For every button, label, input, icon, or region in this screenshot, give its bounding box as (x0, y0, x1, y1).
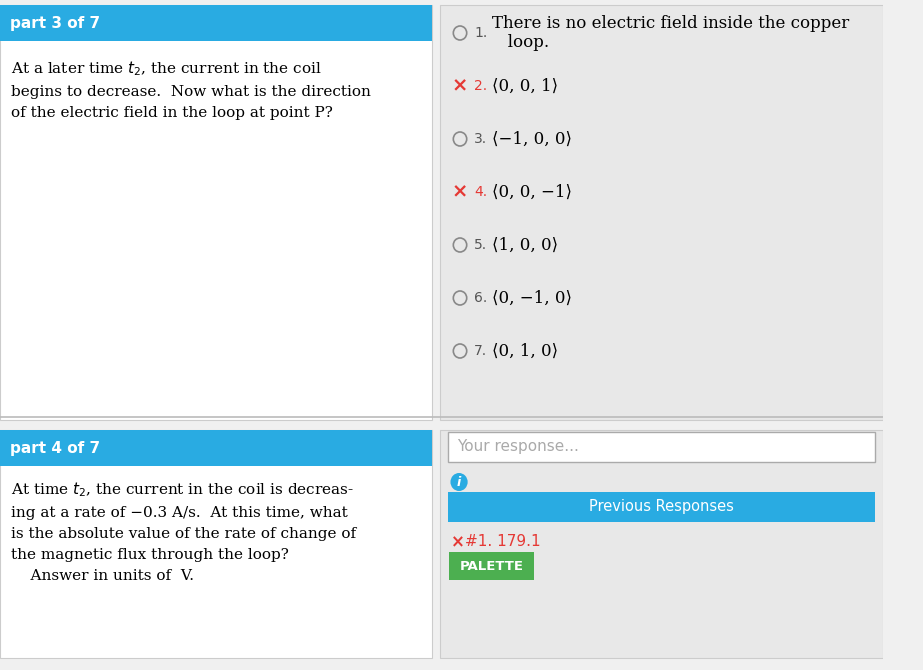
FancyBboxPatch shape (440, 5, 882, 420)
Text: ⟨0, −1, 0⟩: ⟨0, −1, 0⟩ (492, 289, 571, 306)
Text: There is no electric field inside the copper
   loop.: There is no electric field inside the co… (492, 15, 849, 52)
FancyBboxPatch shape (440, 430, 882, 658)
Text: i: i (457, 476, 462, 488)
Text: part 3 of 7: part 3 of 7 (9, 15, 100, 31)
Text: ×: × (451, 533, 465, 551)
Text: ⟨0, 1, 0⟩: ⟨0, 1, 0⟩ (492, 342, 557, 360)
Text: #1. 179.1: #1. 179.1 (465, 535, 541, 549)
Text: ×: × (452, 182, 468, 202)
Text: part 4 of 7: part 4 of 7 (9, 440, 100, 456)
Text: ⟨0, 0, 1⟩: ⟨0, 0, 1⟩ (492, 78, 557, 94)
Text: ⟨0, 0, −1⟩: ⟨0, 0, −1⟩ (492, 184, 571, 200)
FancyBboxPatch shape (0, 5, 432, 420)
Text: 7.: 7. (474, 344, 487, 358)
Text: At time $t_2$, the current in the coil is decreas-
ing at a rate of −0.3 A/s.  A: At time $t_2$, the current in the coil i… (11, 480, 356, 584)
Text: At a later time $t_2$, the current in the coil
begins to decrease.  Now what is : At a later time $t_2$, the current in th… (11, 59, 371, 120)
Circle shape (450, 473, 468, 491)
FancyBboxPatch shape (448, 492, 875, 522)
Text: ⟨1, 0, 0⟩: ⟨1, 0, 0⟩ (492, 237, 557, 253)
Text: 6.: 6. (474, 291, 487, 305)
Text: PALETTE: PALETTE (460, 559, 523, 572)
Text: Your response...: Your response... (457, 440, 579, 454)
FancyBboxPatch shape (448, 432, 875, 462)
Text: 3.: 3. (474, 132, 487, 146)
FancyBboxPatch shape (0, 430, 432, 466)
FancyBboxPatch shape (450, 552, 533, 580)
Text: ⟨−1, 0, 0⟩: ⟨−1, 0, 0⟩ (492, 131, 571, 147)
FancyBboxPatch shape (0, 430, 432, 658)
Text: 4.: 4. (474, 185, 487, 199)
Text: 5.: 5. (474, 238, 487, 252)
Text: ×: × (452, 76, 468, 96)
Text: Previous Responses: Previous Responses (589, 500, 734, 515)
Text: 1.: 1. (474, 26, 487, 40)
FancyBboxPatch shape (0, 5, 432, 41)
Text: 2.: 2. (474, 79, 487, 93)
